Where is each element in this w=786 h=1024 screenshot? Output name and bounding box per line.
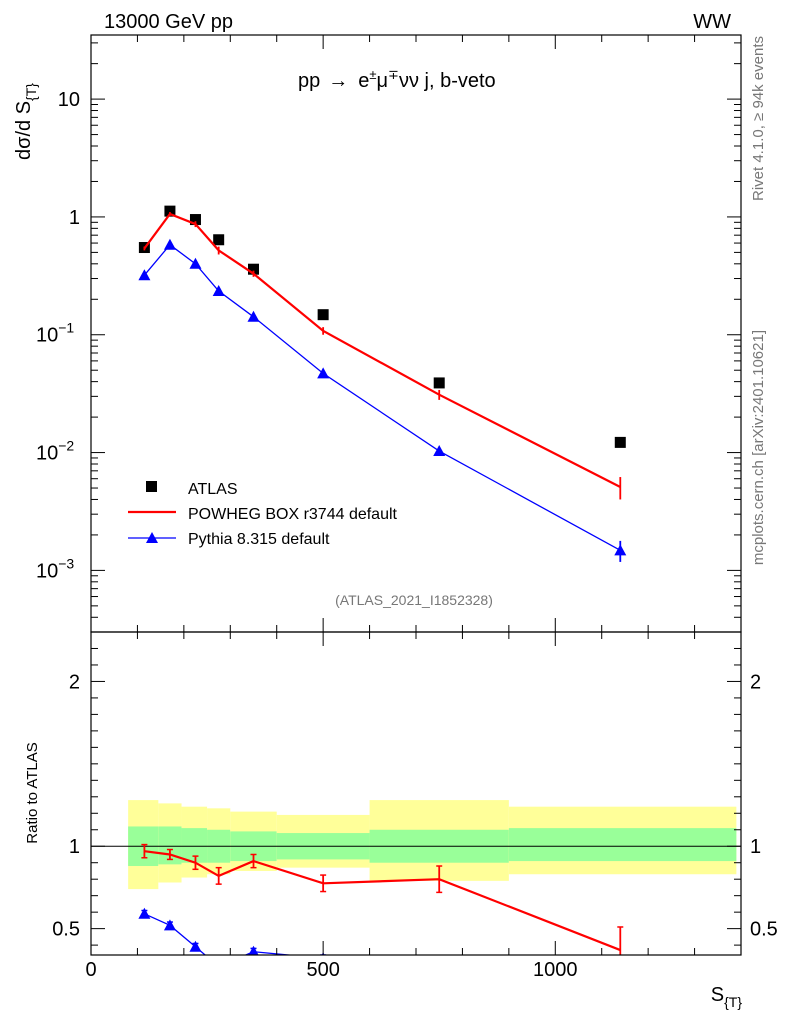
x-tick-label: 0 <box>85 959 96 981</box>
ratio-series-group <box>138 843 626 996</box>
main-y-tick-label: 1 <box>69 207 80 229</box>
ratio-powheg-line <box>144 850 621 952</box>
ratio-green-band <box>508 828 737 862</box>
atlas-point <box>189 214 201 226</box>
main-data-layer <box>138 205 627 562</box>
ratio-y-tick-label-left: 0.5 <box>52 919 80 941</box>
ratio-pythia-point <box>433 962 445 973</box>
legend-pythia-marker <box>146 532 158 543</box>
legend: ATLAS POWHEG BOX r3744 default Pythia 8.… <box>128 481 398 548</box>
pythia-point <box>433 445 446 457</box>
atlas-point <box>164 205 176 217</box>
main-title: pp → e±μ∓νν j, b-veto <box>298 67 496 92</box>
main-y-tick-label: 10−3 <box>36 555 74 582</box>
ratio-green-band <box>158 826 182 865</box>
pythia-point <box>317 367 330 379</box>
atlas-point <box>433 377 445 389</box>
ratio-y-tick-label-left: 1 <box>69 836 80 858</box>
atlas-point <box>614 436 626 448</box>
pythia-point <box>163 238 176 250</box>
process-label: WW <box>693 11 731 33</box>
ratio-y-tick-label-right: 1 <box>750 836 761 858</box>
x-tick-label: 1000 <box>533 959 578 981</box>
pythia-point <box>138 269 151 281</box>
legend-atlas-label: ATLAS <box>188 481 238 498</box>
x-axis-label: S{T} <box>711 984 743 1010</box>
main-y-tick-label: 10−1 <box>36 320 74 347</box>
ratio-pythia-point <box>138 907 151 919</box>
legend-powheg-label: POWHEG BOX r3744 default <box>188 506 398 523</box>
ratio-y-tick-label-right: 0.5 <box>750 919 778 941</box>
main-y-tick-label: 10−2 <box>36 438 74 465</box>
main-axis-ticks: 10 1 10−1 10−2 10−3 <box>36 35 742 633</box>
pythia-point <box>614 544 627 556</box>
x-tick-label: 500 <box>306 959 339 981</box>
pythia-point <box>247 310 260 322</box>
atlas-point <box>213 234 225 246</box>
ratio-y-tick-label-right: 2 <box>750 671 761 693</box>
ratio-green-band <box>181 828 208 863</box>
ratio-pythia-point <box>248 945 259 955</box>
ratio-frame <box>90 631 742 956</box>
atlas-point <box>317 309 329 321</box>
ratio-data-layer <box>138 843 626 996</box>
powheg-line <box>143 212 621 489</box>
mcplots-source-label: mcplots.cern.ch [arXiv:2401.10621] <box>750 330 767 565</box>
legend-atlas-marker <box>146 481 157 492</box>
atlas-point <box>248 263 259 275</box>
pythia-point <box>189 257 202 269</box>
rivet-version-label: Rivet 4.1.0, ≥ 94k events <box>750 36 767 201</box>
pythia-point <box>212 285 225 297</box>
ratio-y-axis-label: Ratio to ATLAS <box>24 742 41 843</box>
ratio-uncertainty-bands <box>91 800 741 890</box>
main-panel: 10 1 10−1 10−2 10−3 pp → e±μ∓νν j, b-veto dσ/d… <box>13 34 742 633</box>
analysis-id-label: (ATLAS_2021_I1852328) <box>335 592 493 608</box>
ratio-panel: 0.5 0.5 1 1 2 2 0 500 1000 Ratio to ATLAS <box>24 631 778 996</box>
ratio-axis-ticks: 0.5 0.5 1 1 2 2 0 500 1000 <box>52 632 778 981</box>
ratio-pythia-point <box>213 961 225 972</box>
legend-pythia-label: Pythia 8.315 default <box>188 531 330 548</box>
main-y-axis-label: dσ/d S{T} <box>13 83 39 160</box>
ratio-y-tick-label-left: 2 <box>69 671 80 693</box>
ratio-pythia-point <box>614 985 626 996</box>
ratio-pythia-point <box>163 919 176 931</box>
main-y-tick-label: 10 <box>58 89 80 111</box>
energy-label: 13000 GeV pp <box>104 11 233 33</box>
ratio-pythia-point <box>189 940 202 952</box>
